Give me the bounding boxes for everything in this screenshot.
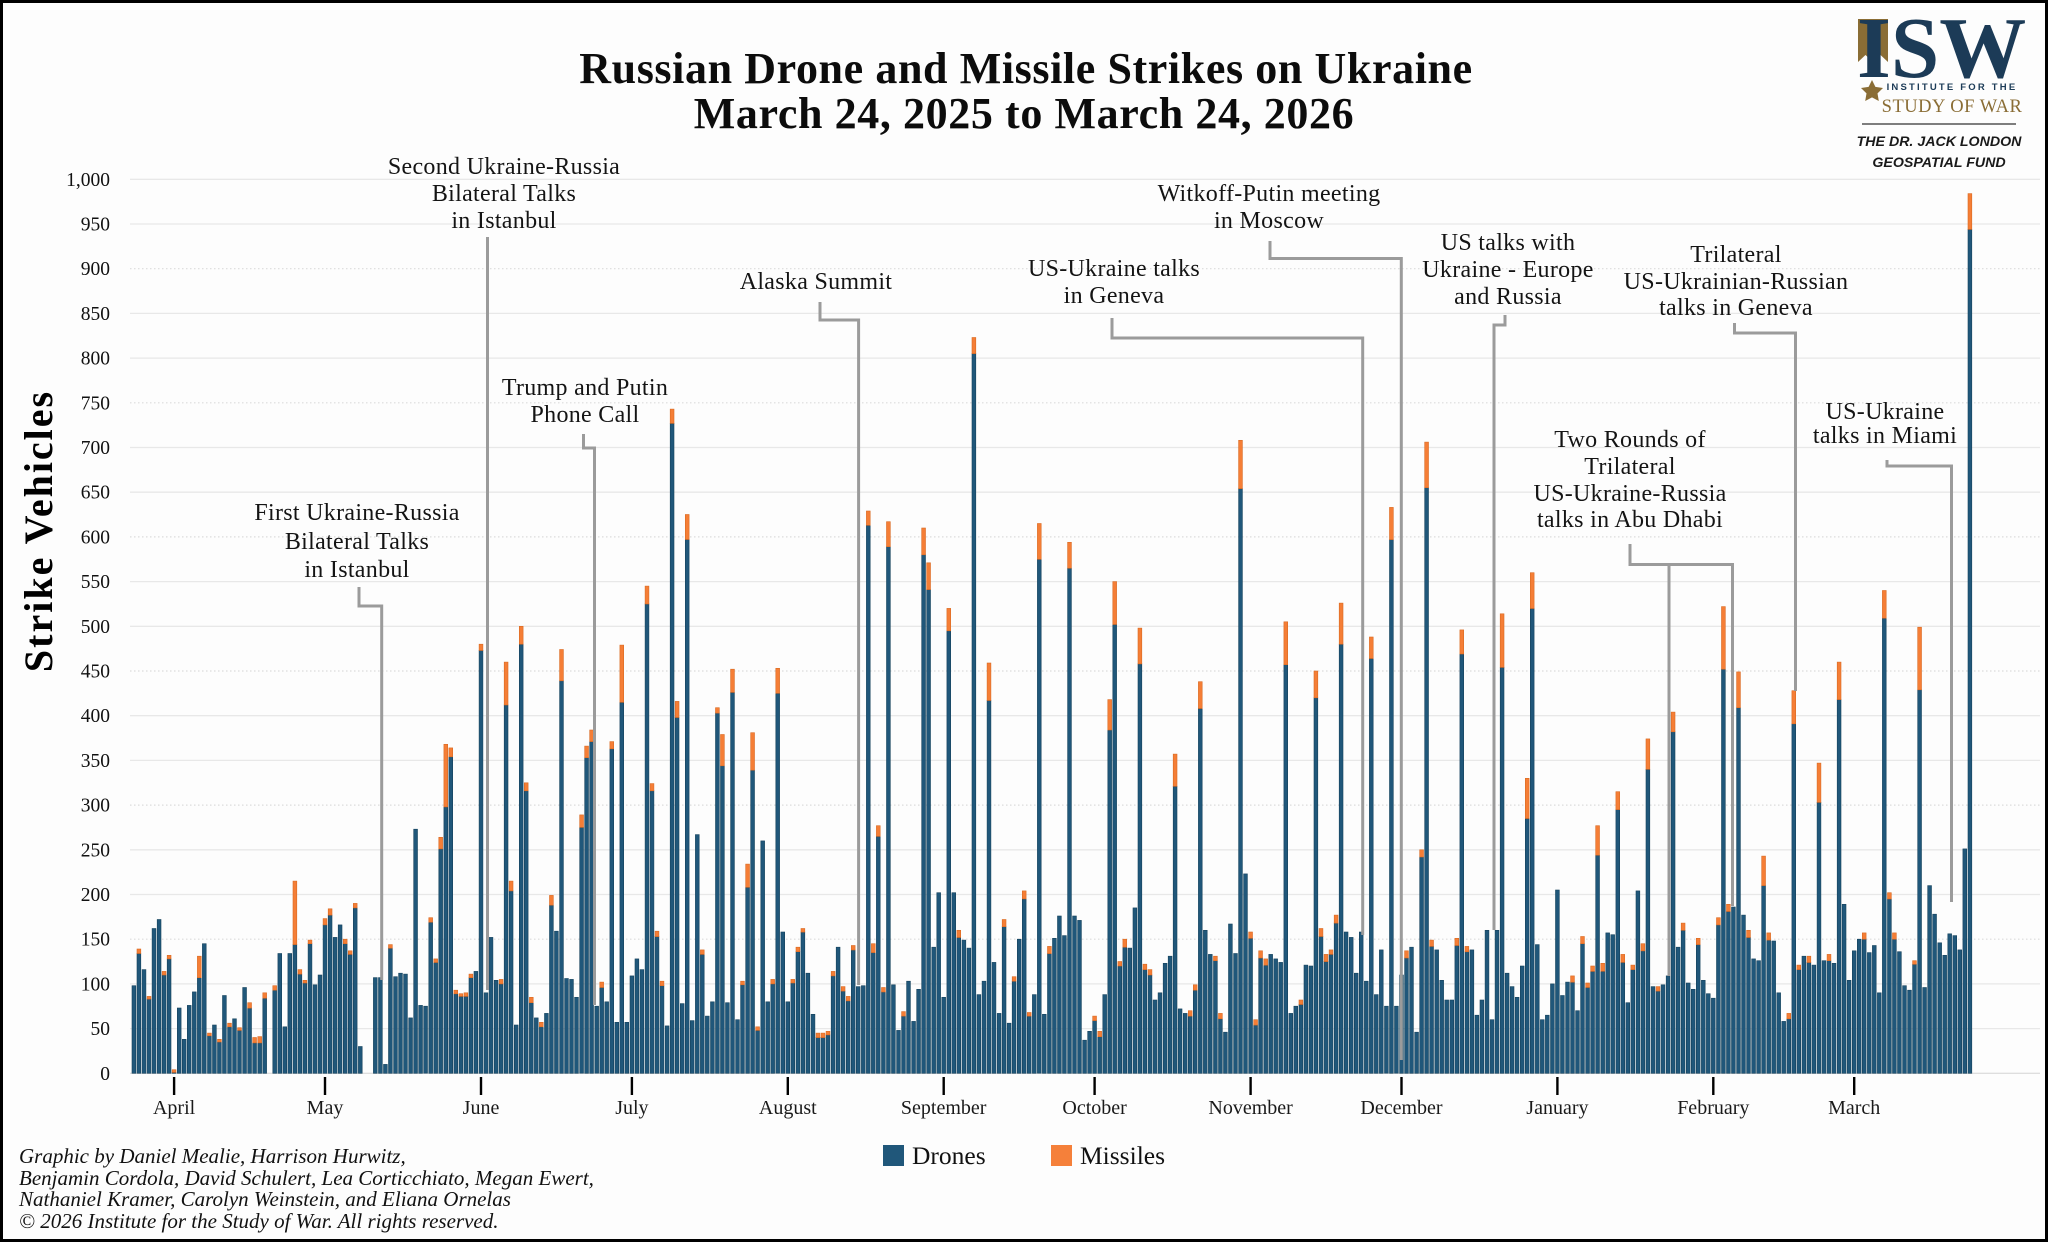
- svg-text:December: December: [1360, 1097, 1443, 1119]
- svg-text:April: April: [153, 1097, 196, 1119]
- svg-text:Trump and Putin: Trump and Putin: [502, 375, 668, 401]
- svg-text:March 24, 2025 to March 24, 20: March 24, 2025 to March 24, 2026: [694, 89, 1354, 138]
- svg-text:STUDY OF WAR: STUDY OF WAR: [1882, 97, 2023, 117]
- svg-text:© 2026 Institute for the Study: © 2026 Institute for the Study of War. A…: [19, 1209, 499, 1233]
- svg-text:450: 450: [81, 662, 110, 683]
- svg-text:in Istanbul: in Istanbul: [451, 208, 556, 234]
- svg-text:THE DR. JACK LONDON: THE DR. JACK LONDON: [1857, 134, 2022, 150]
- svg-text:Alaska Summit: Alaska Summit: [740, 269, 893, 295]
- svg-text:US-Ukraine-Russia: US-Ukraine-Russia: [1533, 481, 1726, 507]
- svg-text:talks in Geneva: talks in Geneva: [1659, 295, 1813, 321]
- svg-text:ISW: ISW: [1857, 0, 2026, 96]
- svg-text:in Geneva: in Geneva: [1064, 283, 1165, 309]
- svg-text:Bilateral Talks: Bilateral Talks: [285, 529, 429, 555]
- svg-text:January: January: [1526, 1097, 1588, 1119]
- svg-text:300: 300: [81, 796, 110, 817]
- svg-text:1,000: 1,000: [66, 170, 110, 191]
- svg-text:talks in Miami: talks in Miami: [1813, 423, 1957, 449]
- svg-text:in Istanbul: in Istanbul: [304, 557, 409, 583]
- svg-text:200: 200: [81, 885, 110, 906]
- svg-text:Missiles: Missiles: [1080, 1141, 1165, 1170]
- svg-text:150: 150: [81, 930, 110, 951]
- svg-text:June: June: [463, 1097, 500, 1119]
- svg-text:Benjamin Cordola, David Schule: Benjamin Cordola, David Schulert, Lea Co…: [19, 1166, 594, 1190]
- svg-text:800: 800: [81, 349, 110, 370]
- svg-text:350: 350: [81, 751, 110, 772]
- svg-text:March: March: [1828, 1097, 1880, 1119]
- svg-text:Phone Call: Phone Call: [531, 402, 640, 428]
- svg-text:September: September: [901, 1097, 987, 1119]
- svg-text:GEOSPATIAL FUND: GEOSPATIAL FUND: [1872, 155, 2005, 171]
- svg-text:US-Ukraine talks: US-Ukraine talks: [1028, 256, 1200, 282]
- svg-text:INSTITUTE FOR THE: INSTITUTE FOR THE: [1887, 82, 2018, 93]
- svg-text:950: 950: [81, 215, 110, 236]
- svg-text:900: 900: [81, 259, 110, 280]
- svg-text:Ukraine - Europe: Ukraine - Europe: [1422, 257, 1593, 283]
- svg-text:August: August: [759, 1097, 817, 1119]
- svg-text:700: 700: [81, 438, 110, 459]
- svg-text:650: 650: [81, 483, 110, 504]
- svg-text:500: 500: [81, 617, 110, 638]
- svg-text:Russian Drone and Missile Stri: Russian Drone and Missile Strikes on Ukr…: [579, 44, 1473, 93]
- svg-text:November: November: [1208, 1097, 1293, 1119]
- svg-text:550: 550: [81, 572, 110, 593]
- svg-text:Bilateral Talks: Bilateral Talks: [432, 181, 576, 207]
- svg-text:750: 750: [81, 393, 110, 414]
- svg-text:0: 0: [100, 1064, 110, 1085]
- svg-text:100: 100: [81, 974, 110, 995]
- svg-text:May: May: [307, 1097, 344, 1119]
- svg-text:Strike Vehicles: Strike Vehicles: [16, 390, 61, 672]
- svg-text:Nathaniel Kramer, Carolyn Wein: Nathaniel Kramer, Carolyn Weinstein, and…: [18, 1187, 511, 1211]
- svg-text:Two Rounds of: Two Rounds of: [1554, 427, 1706, 453]
- svg-text:in Moscow: in Moscow: [1214, 208, 1324, 234]
- svg-text:and Russia: and Russia: [1454, 284, 1562, 310]
- svg-text:400: 400: [81, 706, 110, 727]
- svg-text:US-Ukraine: US-Ukraine: [1826, 399, 1945, 425]
- svg-text:600: 600: [81, 527, 110, 548]
- svg-text:July: July: [615, 1097, 648, 1119]
- svg-text:US-Ukrainian-Russian: US-Ukrainian-Russian: [1624, 269, 1849, 295]
- svg-text:50: 50: [91, 1019, 111, 1040]
- svg-text:Trilateral: Trilateral: [1584, 454, 1675, 480]
- svg-text:Witkoff-Putin meeting: Witkoff-Putin meeting: [1158, 181, 1381, 207]
- svg-text:First Ukraine-Russia: First Ukraine-Russia: [254, 500, 459, 526]
- svg-text:February: February: [1677, 1097, 1749, 1119]
- svg-text:Drones: Drones: [912, 1141, 986, 1170]
- svg-text:October: October: [1062, 1097, 1127, 1119]
- svg-text:250: 250: [81, 840, 110, 861]
- svg-text:Second Ukraine-Russia: Second Ukraine-Russia: [388, 154, 620, 180]
- svg-text:US talks with: US talks with: [1441, 230, 1576, 256]
- svg-text:talks in Abu Dhabi: talks in Abu Dhabi: [1537, 507, 1723, 533]
- svg-text:Trilateral: Trilateral: [1690, 242, 1781, 268]
- svg-text:850: 850: [81, 304, 110, 325]
- svg-text:Graphic by Daniel Mealie, Harr: Graphic by Daniel Mealie, Harrison Hurwi…: [19, 1144, 406, 1168]
